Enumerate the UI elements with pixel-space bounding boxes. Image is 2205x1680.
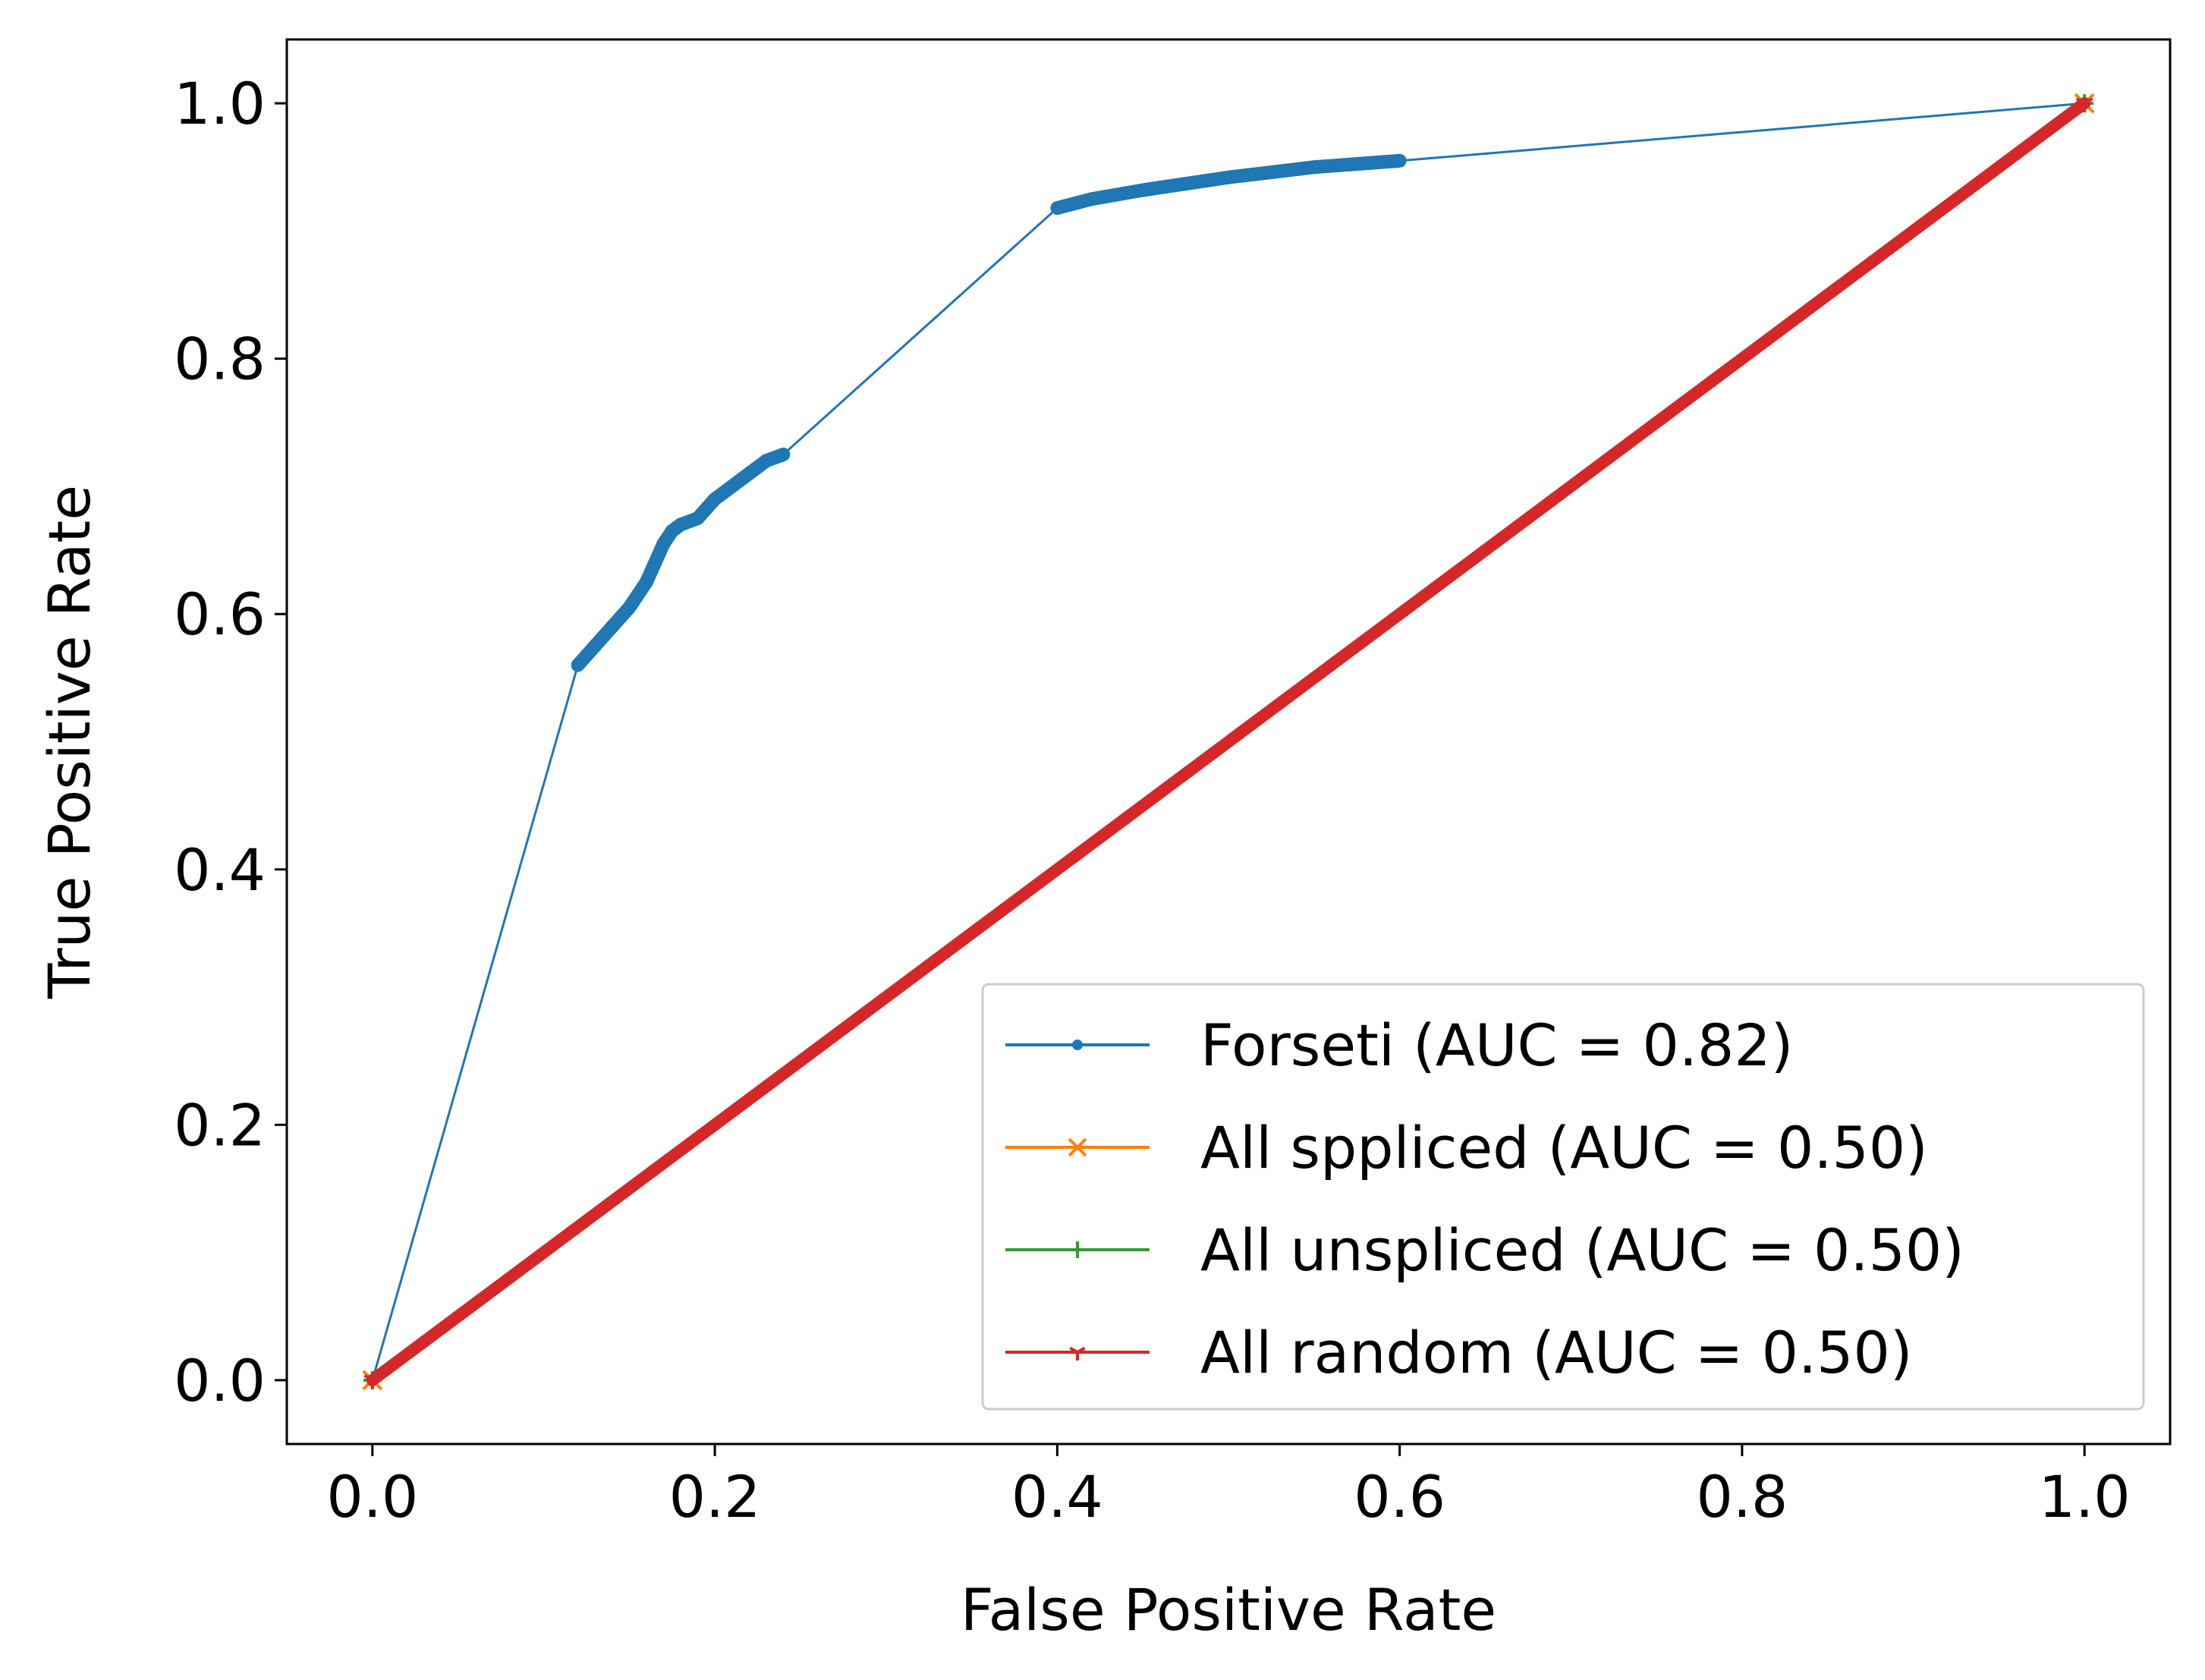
legend-label: All random (AUC = 0.50) [1200,1319,1913,1386]
dense-point-cluster [1084,183,1150,206]
legend-marker [1072,1040,1083,1050]
x-tick-label: 0.0 [326,1463,418,1531]
dense-point-cluster [1222,160,1321,184]
y-tick-label: 0.2 [174,1091,266,1159]
x-tick-label: 0.4 [1011,1463,1103,1531]
data-point [691,512,704,525]
legend-entry: All sppliced (AUC = 0.50) [1005,1114,1928,1181]
legend-label: Forseti (AUC = 0.82) [1200,1011,1793,1079]
data-point [2075,97,2093,113]
x-axis-label: False Positive Rate [961,1576,1496,1644]
data-point [709,492,722,505]
data-point [1051,202,1064,215]
legend-label: All unspliced (AUC = 0.50) [1200,1216,1964,1284]
y-tick-label: 0.0 [174,1347,266,1414]
x-tick-label: 0.8 [1696,1463,1788,1531]
x-tick-label: 0.2 [669,1463,761,1531]
data-point [606,621,618,634]
data-point [623,601,636,614]
series-3 [363,97,2093,1389]
data-point [1222,171,1235,184]
data-point [640,576,653,589]
x-tick-label: 1.0 [2039,1463,2131,1531]
legend-entry: All random (AUC = 0.50) [1005,1319,1913,1386]
data-point [1307,161,1320,174]
data-point [725,480,738,492]
plot-frame [285,38,2172,1446]
series-0 [366,97,2091,1386]
dense-point-cluster [1307,153,1407,175]
legend-marker [1068,1137,1087,1157]
data-point [363,1374,382,1389]
data-point [777,448,790,461]
data-point [760,455,772,467]
data-point [657,537,670,550]
y-tick-label: 0.8 [174,326,266,393]
data-point [649,556,662,569]
legend-marker [1069,1241,1086,1258]
legend-label: All sppliced (AUC = 0.50) [1200,1114,1928,1181]
x-tick-label: 0.6 [1354,1463,1445,1531]
data-point [674,518,687,531]
legend-box [981,983,2145,1411]
data-point [1393,154,1406,167]
series-line [366,97,2091,1386]
y-axis-label: True Positive Rate [36,485,103,999]
legend: Forseti (AUC = 0.82) All sppliced (AUC = … [981,983,2145,1411]
series-layer [362,93,2095,1391]
ticks-layer: 0.0 0.2 0.4 0.6 0.8 1.0 0.0 0.2 0.4 0.6 0.8 1.0 [174,70,2130,1531]
data-point [665,524,678,537]
legend-marker [1069,1346,1086,1361]
data-point [743,467,756,480]
data-point [571,659,584,672]
data-point [1137,184,1150,197]
y-tick-label: 0.6 [174,580,266,648]
data-point [589,640,602,653]
legend-entry: All unspliced (AUC = 0.50) [1005,1216,1964,1284]
data-point [1085,193,1098,206]
dense-point-cluster [1136,170,1235,197]
y-tick-label: 0.4 [174,836,266,904]
y-tick-label: 1.0 [174,70,266,137]
legend-entry: Forseti (AUC = 0.82) [1005,1011,1793,1079]
